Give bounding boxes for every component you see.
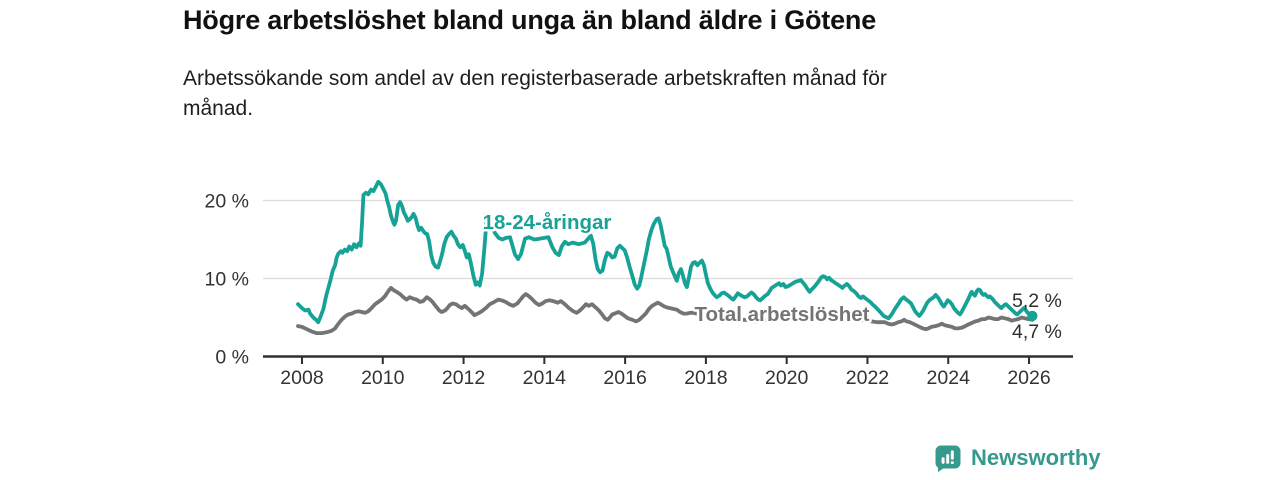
series-line <box>296 179 1035 325</box>
chart-subtitle-line1: Arbetssökande som andel av den registerb… <box>183 67 887 90</box>
x-tick-label: 2026 <box>1007 367 1050 389</box>
x-tick-label: 2020 <box>765 367 809 389</box>
x-tick-label: 2010 <box>361 367 405 389</box>
x-tick-label: 2014 <box>523 367 567 389</box>
x-tick-label: 2022 <box>846 367 889 389</box>
end-label-total: 4,7 % <box>1012 321 1062 343</box>
x-tick-label: 2008 <box>280 367 323 389</box>
chart-subtitle: Arbetssökande som andel av den registerb… <box>183 64 887 124</box>
series-label-total: Total arbetslöshet <box>694 303 869 326</box>
newsworthy-logo-icon <box>935 445 961 472</box>
y-tick-label: 10 % <box>205 269 249 291</box>
x-tick-label: 2016 <box>603 367 646 389</box>
chart-subtitle-line2: månad. <box>183 97 254 120</box>
chart-generated-layer: 0 % 10 % 20 % 2008 2010 2012 2014 2016 2018 2020 2… <box>205 179 1073 389</box>
x-tick-label: 2018 <box>684 367 727 389</box>
end-label-youth: 5,2 % <box>1012 290 1062 312</box>
y-tick-label: 20 % <box>205 191 249 213</box>
series-line <box>296 285 1035 336</box>
x-tick-label: 2012 <box>442 367 485 389</box>
chart-label-layer: 18-24-åringar Total arbetslöshet 5,2 % 4… <box>480 209 1062 344</box>
newsworthy-logo-text: Newsworthy <box>971 445 1101 470</box>
x-tick-label: 2024 <box>927 367 971 389</box>
y-tick-label: 0 % <box>215 347 249 369</box>
chart-title: Högre arbetslöshet bland unga än bland ä… <box>183 5 877 35</box>
series-label-youth: 18-24-åringar <box>483 211 612 234</box>
branding: Newsworthy <box>934 444 1101 472</box>
series-end-dot <box>1027 310 1038 322</box>
